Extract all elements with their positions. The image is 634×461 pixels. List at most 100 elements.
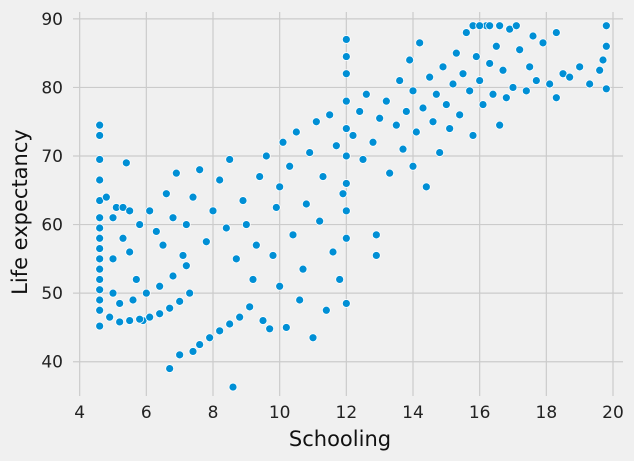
scatter-point [181, 220, 191, 229]
scatter-point [465, 86, 475, 96]
scatter-point [108, 213, 118, 223]
y-axis-label: Life expectancy [8, 129, 32, 295]
scatter-point [601, 21, 611, 31]
scatter-point [95, 305, 105, 315]
scatter-point [371, 230, 381, 240]
scatter-point [115, 299, 125, 308]
scatter-point [408, 86, 418, 96]
scatter-point [515, 45, 525, 55]
scatter-point [341, 52, 351, 61]
x-tick-label: 4 [74, 403, 85, 423]
y-tick-labels: 40 50 60 70 80 90 [41, 10, 63, 373]
x-tick-label: 12 [336, 403, 358, 423]
scatter-point [498, 65, 508, 75]
scatter-point [188, 192, 198, 202]
scatter-point [551, 93, 561, 103]
scatter-point [195, 165, 205, 175]
scatter-point [208, 206, 218, 216]
scatter-point [598, 55, 608, 65]
scatter-point [95, 321, 105, 331]
scatter-point [245, 302, 255, 312]
scatter-point [361, 89, 371, 99]
scatter-point [341, 151, 351, 161]
scatter-point [175, 350, 185, 360]
scatter-point [135, 220, 145, 229]
scatter-point [275, 182, 285, 192]
scatter-point [118, 233, 128, 243]
scatter-point [368, 137, 378, 147]
scatter-point [95, 213, 105, 223]
scatter-point [485, 59, 495, 68]
scatter-point [158, 240, 168, 250]
scatter-point [435, 148, 445, 157]
scatter-point [275, 281, 285, 291]
scatter-point [108, 288, 118, 298]
scatter-point [538, 38, 548, 48]
scatter-point [288, 230, 298, 240]
scatter-point [321, 305, 331, 315]
scatter-point [341, 124, 351, 133]
scatter-point [308, 333, 318, 343]
scatter-point [348, 131, 358, 140]
scatter-point [105, 312, 115, 322]
scatter-point [155, 281, 165, 291]
scatter-point [495, 21, 505, 31]
scatter-point [475, 21, 485, 31]
scatter-point [545, 79, 555, 89]
scatter-point [585, 79, 595, 89]
scatter-point [411, 127, 421, 137]
scatter-point [225, 155, 235, 164]
x-tick-label: 6 [141, 403, 152, 423]
scatter-point [101, 192, 111, 202]
scatter-point [155, 309, 165, 319]
scatter-point [601, 41, 611, 51]
scatter-point [461, 28, 471, 37]
scatter-point [501, 93, 511, 103]
x-tick-label: 14 [402, 403, 424, 423]
scatter-point [601, 84, 611, 94]
scatter-point [385, 168, 395, 178]
scatter-point [125, 316, 135, 325]
scatter-point [261, 151, 271, 161]
scatter-point [168, 213, 178, 223]
scatter-point [95, 285, 105, 295]
scatter-point [565, 72, 575, 82]
scatter-point [165, 364, 175, 373]
scatter-point [408, 161, 418, 171]
scatter-point [225, 319, 235, 329]
scatter-point [425, 72, 435, 82]
scatter-point [595, 65, 605, 75]
scatter-point [135, 314, 145, 324]
scatter-point [291, 127, 301, 137]
scatter-point [468, 131, 478, 140]
scatter-point [121, 158, 131, 168]
scatter-point [95, 264, 105, 274]
scatter-point [141, 288, 151, 298]
scatter-point [95, 131, 105, 140]
scatter-point [161, 189, 171, 199]
scatter-point [341, 179, 351, 188]
scatter-point [448, 79, 458, 89]
scatter-point [295, 295, 305, 305]
y-tick-label: 90 [41, 10, 63, 30]
scatter-point [305, 148, 315, 157]
scatter-point [335, 275, 345, 284]
scatter-point [455, 110, 465, 120]
scatter-point [201, 237, 211, 247]
scatter-point [128, 295, 138, 305]
scatter-point [341, 299, 351, 308]
scatter-point [405, 55, 415, 65]
scatter-point [151, 227, 161, 236]
scatter-point [401, 107, 411, 116]
scatter-point [171, 168, 181, 178]
scatter-point [125, 247, 135, 257]
x-tick-label: 8 [208, 403, 219, 423]
scatter-point [168, 271, 178, 281]
scatter-point [471, 52, 481, 61]
scatter-point [428, 117, 438, 127]
scatter-point [511, 21, 521, 31]
x-tick-label: 20 [602, 403, 624, 423]
scatter-point [371, 251, 381, 260]
scatter-point [355, 107, 365, 116]
